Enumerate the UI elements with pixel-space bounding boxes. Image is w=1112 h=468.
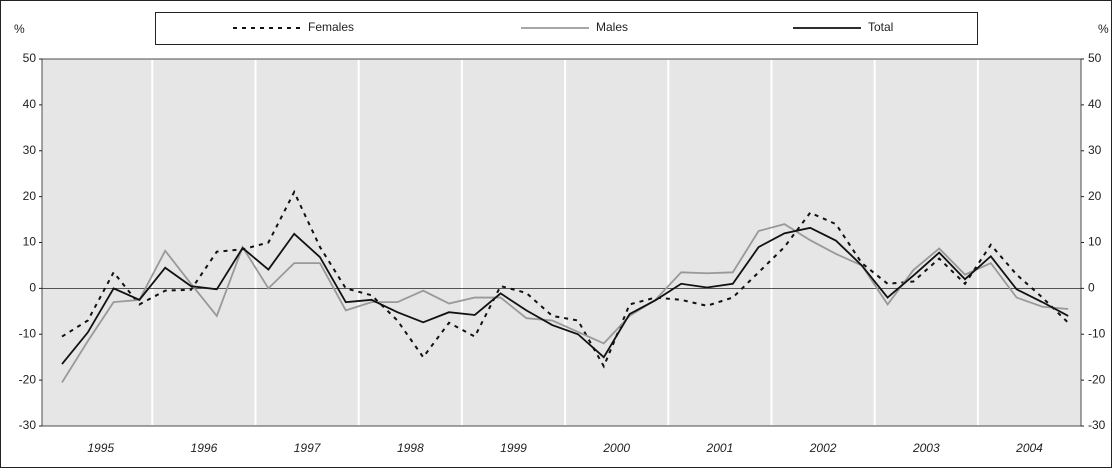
y-tick-label: 30: [23, 143, 37, 157]
y-tick-label: -10: [19, 326, 37, 340]
legend-label: Males: [596, 20, 628, 34]
y-tick-label-right: -20: [1088, 372, 1106, 386]
series-line: [61, 189, 1069, 369]
plot-area: [41, 58, 1082, 427]
x-tick-label: 1997: [294, 441, 322, 455]
y-tick-label: -30: [19, 418, 37, 432]
x-tick-label: 1995: [87, 441, 114, 455]
y-tick-label: 50: [23, 51, 37, 65]
x-tick-label: 2003: [912, 441, 940, 455]
legend-label: Total: [868, 20, 893, 34]
series-line: [61, 226, 1069, 365]
x-tick-label: 1999: [500, 441, 527, 455]
y-tick-label: 10: [23, 235, 37, 249]
y-tick-label-right: 30: [1088, 143, 1102, 157]
y-tick-label: 40: [23, 97, 37, 111]
y-unit-right: %: [1098, 22, 1109, 36]
x-tick-label: 2002: [809, 441, 837, 455]
y-tick-label-right: 0: [1088, 281, 1095, 295]
x-tick-label: 1996: [191, 441, 218, 455]
y-tick-label: -20: [19, 372, 37, 386]
y-tick-label-right: -30: [1088, 418, 1106, 432]
legend-label: Females: [308, 20, 354, 34]
y-tick-label-right: 50: [1088, 51, 1102, 65]
x-tick-label: 2000: [602, 441, 630, 455]
y-tick-label-right: -10: [1088, 326, 1106, 340]
x-tick-label: 2001: [706, 441, 734, 455]
y-tick-label: 0: [29, 281, 36, 295]
y-unit-left: %: [14, 22, 25, 36]
y-tick-label-right: 10: [1088, 235, 1102, 249]
y-tick-label-right: 20: [1088, 189, 1102, 203]
x-tick-label: 1998: [397, 441, 424, 455]
x-tick-label: 2004: [1015, 441, 1043, 455]
y-tick-label-right: 40: [1088, 97, 1102, 111]
y-tick-label: 20: [23, 189, 37, 203]
